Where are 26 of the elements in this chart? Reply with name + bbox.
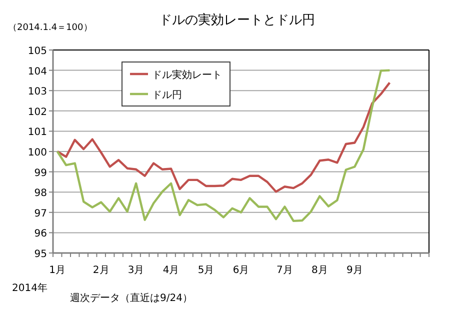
title: ドルの実効レートとドル円 <box>159 13 315 28</box>
legend-label: ドル実効レート <box>152 69 222 81</box>
x-tick-label: 5月 <box>198 265 214 276</box>
x-tick-label: 8月 <box>312 265 328 276</box>
y-tick-label: 97 <box>34 208 47 220</box>
x-tick-label: 6月 <box>232 265 250 276</box>
ylabel: （2014.1.4＝100） <box>8 23 92 33</box>
annotation: 2014年 <box>12 283 48 294</box>
y-tick-label: 98 <box>34 188 47 200</box>
x-tick-label: 4月 <box>162 265 180 276</box>
y-tick-label: 105 <box>28 46 47 57</box>
y-tick-label: 95 <box>34 249 47 260</box>
y-tick-label: 101 <box>28 127 47 138</box>
y-tick-label: 103 <box>28 86 47 98</box>
y-tick-label: 96 <box>34 228 47 240</box>
y-tick-label: 100 <box>28 148 47 158</box>
y-tick-label: 104 <box>28 66 47 78</box>
x-tick-label: 2月 <box>92 265 110 276</box>
x-tick-label: 7月 <box>276 265 293 276</box>
y-tick-label: 102 <box>28 106 47 118</box>
x-tick-label: 1月 <box>49 265 66 276</box>
x-tick-label: 9月 <box>346 265 363 276</box>
x-tick-label: 3月 <box>128 265 144 276</box>
annotation: 週次データ（直近は9/24） <box>70 293 192 304</box>
legend-label: ドル円 <box>152 90 182 101</box>
y-tick-label: 99 <box>34 168 47 179</box>
